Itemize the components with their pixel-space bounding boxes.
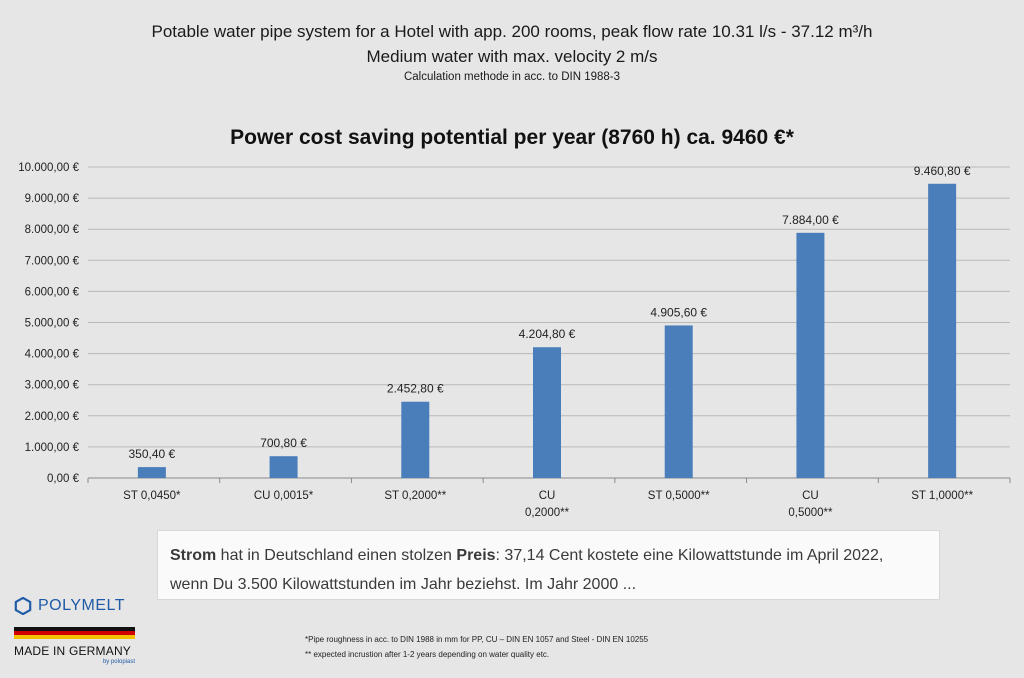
- hexagon-icon: [14, 597, 32, 615]
- data-label: 7.884,00 €: [782, 213, 839, 227]
- y-tick-label: 9.000,00 €: [25, 193, 80, 205]
- x-tick-label: ST 0,5000**: [648, 490, 710, 502]
- y-tick-label: 7.000,00 €: [25, 255, 80, 267]
- x-tick-label: ST 0,0450*: [123, 490, 181, 502]
- y-tick-label: 6.000,00 €: [25, 286, 80, 298]
- x-tick-label: ST 0,2000**: [384, 490, 446, 502]
- bar: [401, 401, 430, 478]
- x-tick-label: CU: [802, 490, 819, 502]
- y-tick-label: 3.000,00 €: [25, 380, 80, 392]
- data-label: 350,40 €: [128, 447, 175, 461]
- y-tick-label: 10.000,00 €: [18, 162, 79, 174]
- note-word-strom: Strom: [170, 547, 217, 564]
- x-tick-label: 0,5000**: [788, 507, 833, 519]
- y-tick-label: 8.000,00 €: [25, 224, 80, 236]
- polymelt-logo: POLYMELT MADE IN GERMANY by polopiast: [14, 597, 139, 665]
- y-tick-label: 0,00 €: [47, 473, 80, 485]
- bar: [137, 467, 166, 478]
- header-line-1: Potable water pipe system for a Hotel wi…: [151, 22, 873, 41]
- note-text-1: hat in Deutschland einen stolzen: [216, 547, 457, 564]
- data-label: 4.905,60 €: [650, 305, 707, 319]
- bar-chart: Power cost saving potential per year (87…: [18, 126, 1011, 519]
- x-tick-label: CU: [539, 490, 556, 502]
- x-tick-label: ST 1,0000**: [911, 490, 973, 502]
- bar: [664, 325, 693, 478]
- y-tick-label: 5.000,00 €: [25, 318, 80, 330]
- footnote-2: ** expected incrustion after 1-2 years d…: [305, 650, 550, 659]
- note-text-2: : 37,14 Cent kostete eine Kilowattstunde…: [170, 547, 884, 593]
- chart-title: Power cost saving potential per year (87…: [230, 126, 795, 149]
- polopiast-label: by polopiast: [102, 659, 135, 665]
- header-line-2: Medium water with max. velocity 2 m/s: [366, 47, 658, 66]
- bar: [796, 232, 825, 478]
- y-tick-label: 4.000,00 €: [25, 349, 80, 361]
- electricity-price-note: Strom hat in Deutschland einen stolzen P…: [157, 530, 940, 600]
- note-word-preis: Preis: [456, 547, 496, 564]
- german-flag: [14, 627, 135, 639]
- logo-name: POLYMELT: [38, 597, 125, 614]
- bar: [928, 183, 957, 479]
- x-tick-label: 0,2000**: [525, 507, 570, 519]
- data-label: 9.460,80 €: [914, 164, 971, 178]
- bar: [533, 347, 561, 478]
- data-label: 700,80 €: [260, 436, 307, 450]
- data-label: 2.452,80 €: [387, 382, 444, 396]
- y-tick-label: 1.000,00 €: [25, 442, 80, 454]
- x-tick-label: CU 0,0015*: [254, 490, 314, 502]
- bar: [269, 456, 298, 478]
- data-label: 4.204,80 €: [519, 327, 576, 341]
- y-tick-label: 2.000,00 €: [25, 411, 80, 423]
- made-in-germany-label: MADE IN GERMANY: [14, 644, 132, 658]
- header-line-3: Calculation methode in acc. to DIN 1988-…: [403, 71, 621, 83]
- footnote-1: *Pipe roughness in acc. to DIN 1988 in m…: [305, 635, 649, 644]
